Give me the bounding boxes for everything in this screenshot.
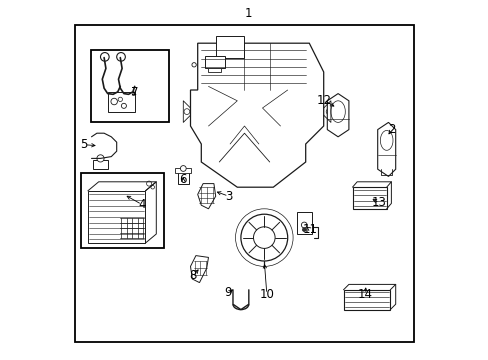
Text: 11: 11 — [302, 223, 317, 236]
Circle shape — [146, 181, 151, 186]
Circle shape — [302, 228, 305, 231]
Bar — [208, 68, 221, 72]
Bar — [107, 92, 134, 112]
Bar — [178, 169, 188, 184]
Circle shape — [180, 166, 186, 171]
Text: 8: 8 — [189, 269, 197, 282]
Text: 12: 12 — [316, 94, 330, 107]
Text: 6: 6 — [179, 173, 187, 186]
Circle shape — [183, 109, 189, 114]
Text: 10: 10 — [259, 288, 274, 301]
Circle shape — [97, 155, 104, 162]
Circle shape — [101, 53, 109, 61]
Polygon shape — [190, 256, 208, 283]
Circle shape — [151, 185, 154, 189]
Text: 9: 9 — [224, 286, 232, 299]
Polygon shape — [197, 184, 215, 209]
Circle shape — [192, 63, 196, 67]
Bar — [75, 25, 413, 342]
Text: 13: 13 — [371, 196, 386, 209]
Bar — [296, 212, 311, 234]
Bar — [352, 187, 386, 209]
Text: 1: 1 — [244, 7, 251, 20]
Circle shape — [325, 109, 331, 114]
Circle shape — [118, 97, 122, 102]
Bar — [343, 290, 389, 310]
Circle shape — [111, 98, 117, 105]
Circle shape — [241, 214, 287, 261]
Polygon shape — [377, 122, 395, 176]
Polygon shape — [190, 43, 323, 187]
Text: 14: 14 — [357, 288, 372, 301]
Text: 2: 2 — [387, 123, 395, 136]
Polygon shape — [326, 94, 348, 137]
Text: 7: 7 — [131, 86, 139, 99]
Bar — [91, 50, 168, 122]
Bar — [93, 160, 107, 169]
Bar — [81, 173, 163, 248]
Circle shape — [121, 103, 126, 108]
Text: 5: 5 — [81, 138, 88, 151]
Circle shape — [117, 53, 125, 61]
Text: 3: 3 — [224, 190, 232, 203]
Circle shape — [253, 227, 275, 248]
Bar — [204, 56, 224, 68]
Bar — [175, 168, 191, 173]
Circle shape — [301, 222, 306, 228]
Bar — [88, 191, 145, 243]
Text: 4: 4 — [138, 198, 145, 211]
Bar — [215, 36, 244, 58]
